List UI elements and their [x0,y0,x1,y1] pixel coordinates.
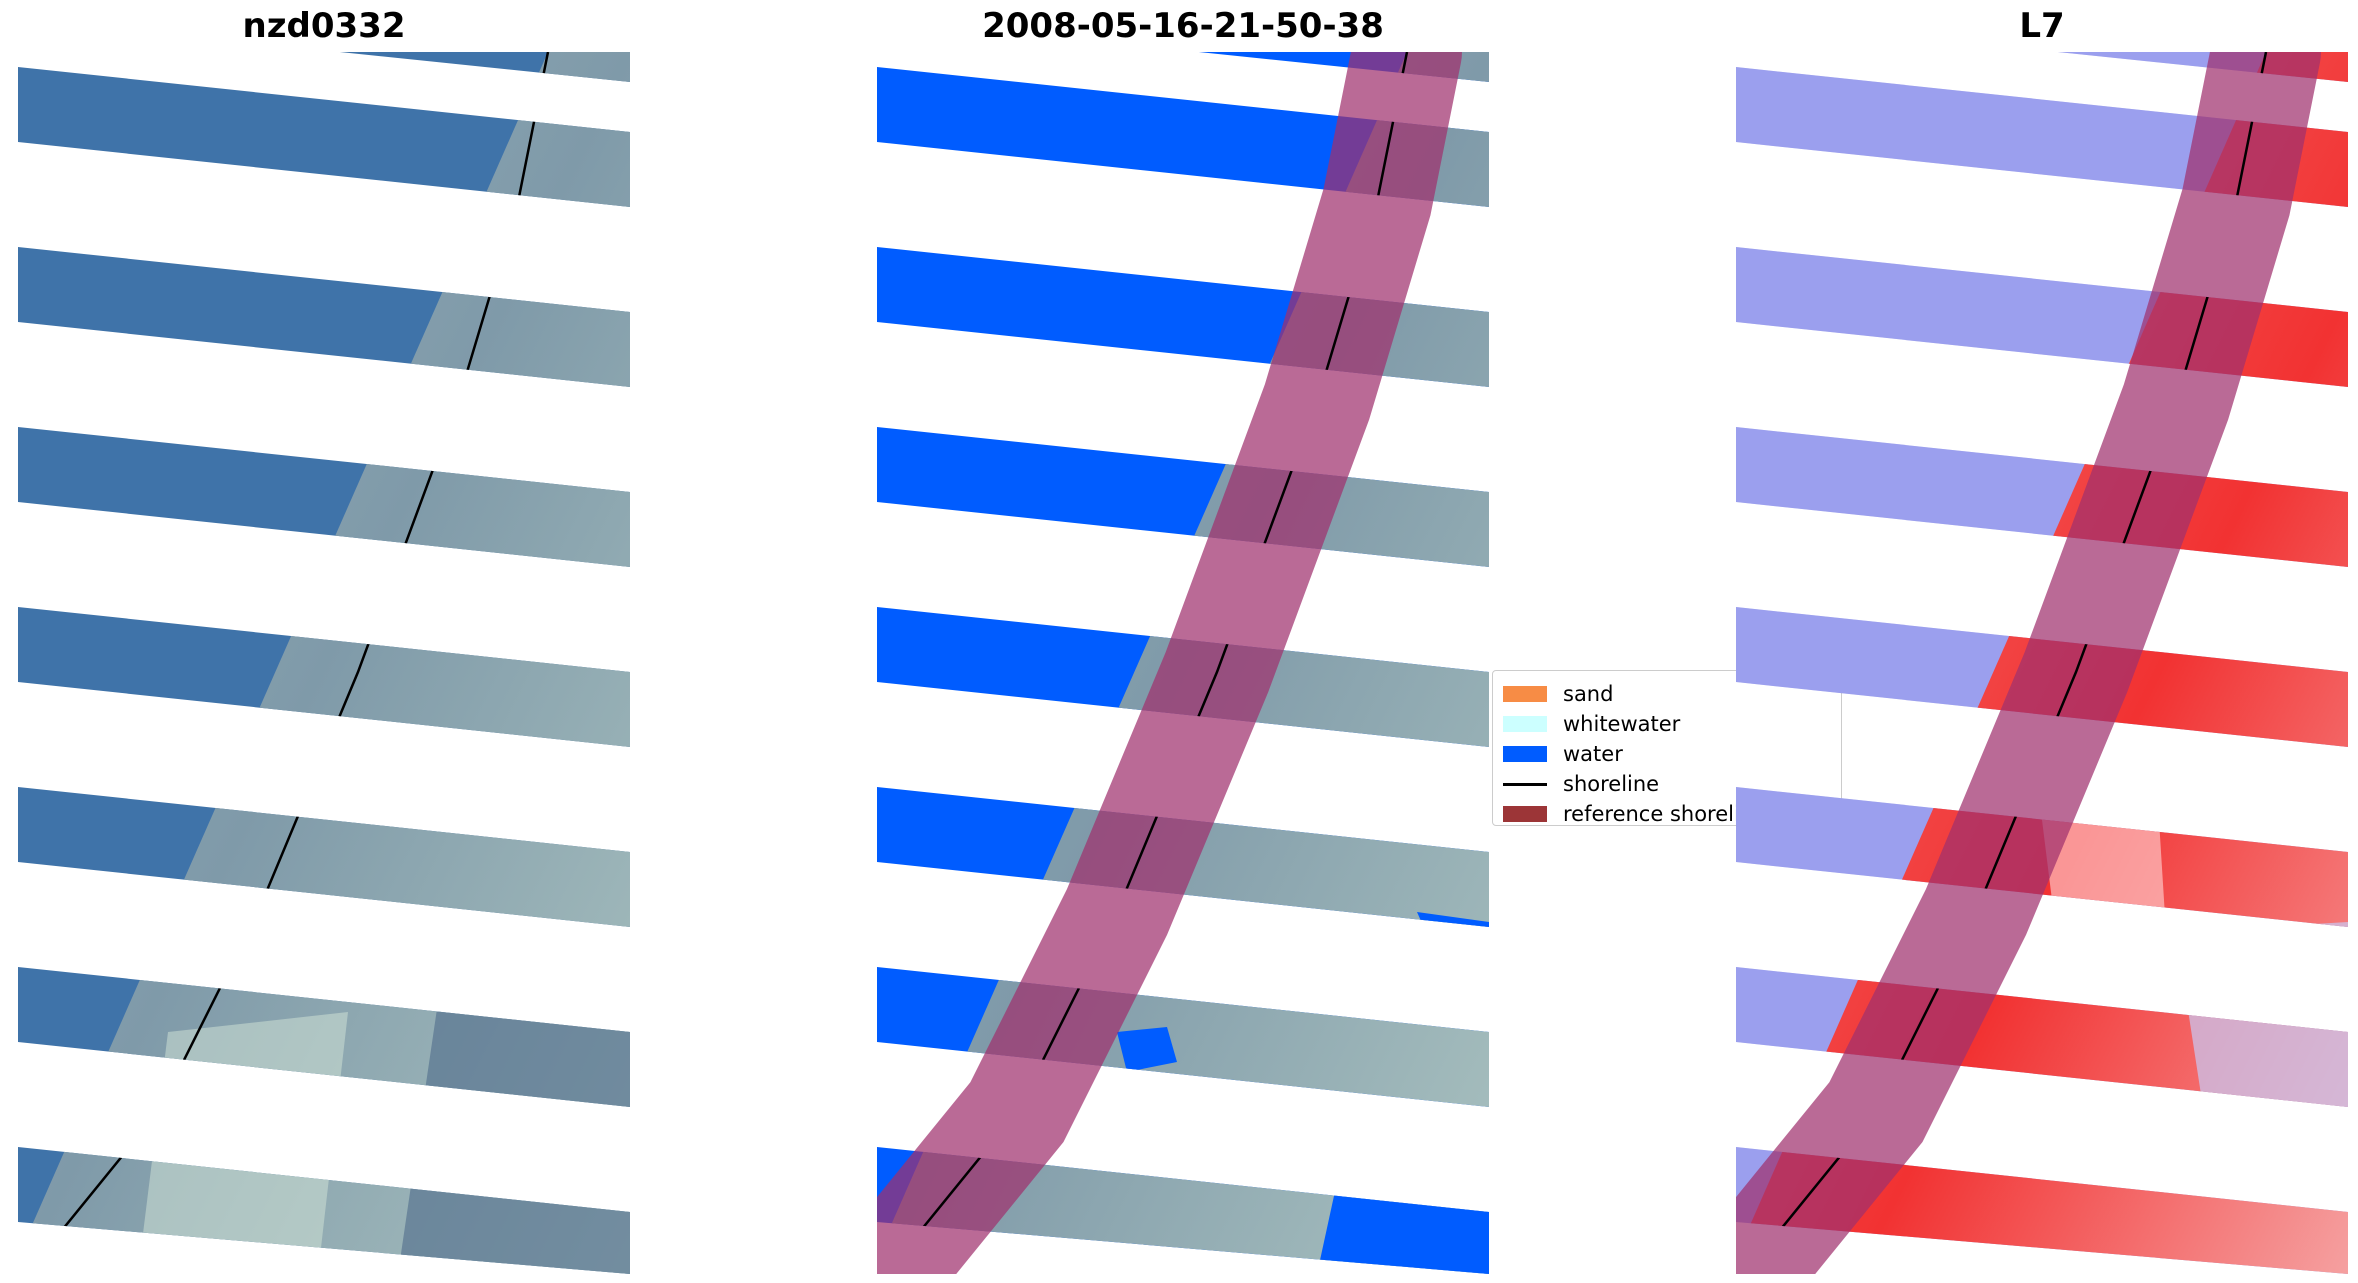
panel-title-index: L7 [2019,6,2065,46]
classification-panel [877,52,1489,1274]
legend-label: water [1563,742,1623,766]
panel-title-classification: 2008-05-16-21-50-38 [982,6,1384,46]
index-panel [1736,52,2348,1274]
legend-label: whitewater [1563,712,1681,736]
legend-label: sand [1563,682,1614,706]
sand-swatch [1503,686,1547,702]
legend-item-whitewater: whitewater [1503,709,1831,739]
rgb-image-panel [18,52,630,1274]
legend-item-sand: sand [1503,679,1831,709]
classification-image [877,52,1489,1274]
legend-label: shoreline [1563,772,1660,796]
shoreline-swatch [1503,782,1547,786]
rgb-image [18,52,630,1274]
whitewater-swatch [1503,716,1547,732]
legend-item-shoreline: shoreline [1503,769,1831,799]
index-image [1736,52,2348,1274]
legend-item-water: water [1503,739,1831,769]
buffer-swatch [1503,806,1547,822]
water-swatch [1503,746,1547,762]
panel-title-rgb: nzd0332 [242,6,406,46]
